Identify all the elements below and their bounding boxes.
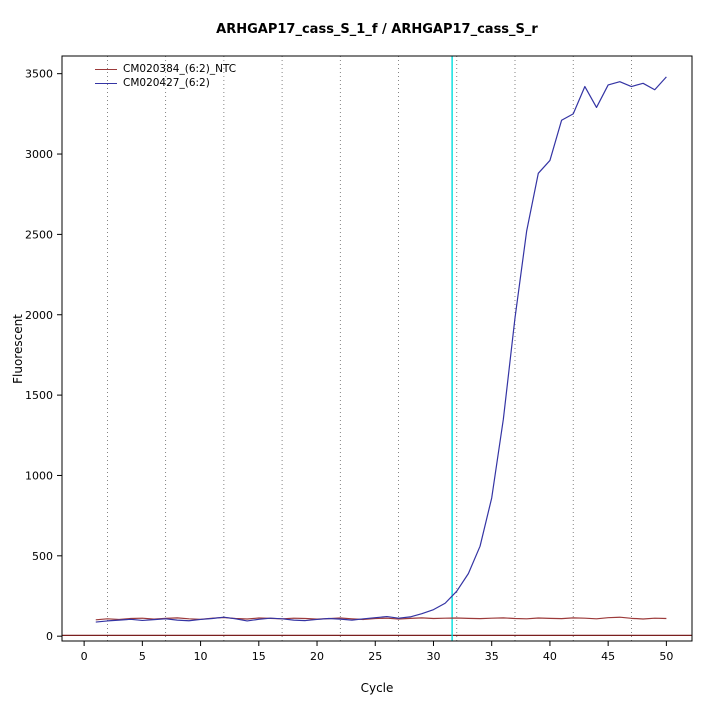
x-tick-label: 25 [368,650,382,663]
x-tick-label: 15 [252,650,266,663]
y-tick-label: 1500 [25,389,53,402]
x-tick-label: 5 [139,650,146,663]
chart-legend: CM020384_(6:2)_NTC CM020427_(6:2) [95,62,236,90]
x-tick-label: 0 [81,650,88,663]
plot-border [61,55,693,642]
y-tick-label: 500 [32,550,53,563]
chart-title: ARHGAP17_cass_S_1_f / ARHGAP17_cass_S_r [216,22,538,37]
y-tick-label: 1000 [25,469,53,482]
legend-line-swatch-ntc [95,68,117,70]
y-tick-label: 3000 [25,148,53,161]
x-tick-label: 30 [426,650,440,663]
legend-entry-ntc: CM020384_(6:2)_NTC [95,62,236,76]
legend-label-sample: CM020427_(6:2) [123,77,210,89]
x-tick-label: 45 [601,650,615,663]
series-line-ntc [95,616,667,621]
y-tick-label: 3500 [25,68,53,81]
y-tick-label: 2500 [25,228,53,241]
x-tick-label: 50 [659,650,673,663]
series-line-sample [95,76,667,623]
legend-line-swatch-sample [95,82,117,84]
y-axis-label: Fluorescent [11,314,25,384]
x-axis-label: Cycle [360,681,394,695]
x-tick-label: 10 [194,650,208,663]
x-tick-label: 35 [485,650,499,663]
y-tick-label: 0 [46,630,53,643]
x-tick-label: 40 [543,650,557,663]
legend-entry-sample: CM020427_(6:2) [95,76,236,90]
y-tick-label: 2000 [25,309,53,322]
x-tick-label: 20 [310,650,324,663]
legend-label-ntc: CM020384_(6:2)_NTC [123,63,237,75]
